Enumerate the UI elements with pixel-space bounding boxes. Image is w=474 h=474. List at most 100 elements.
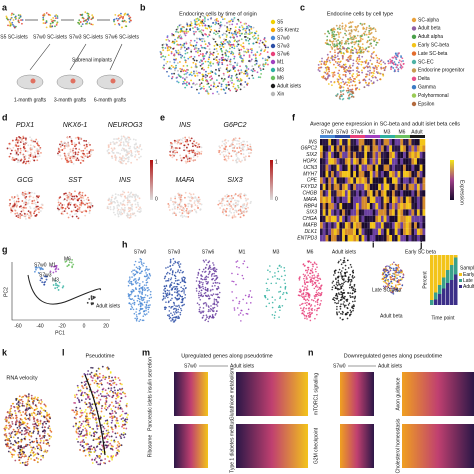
- cell-dot: [186, 141, 188, 144]
- cell-dot: [182, 44, 185, 47]
- cell-dot: [317, 277, 319, 280]
- cell-dot: [222, 199, 225, 202]
- cell-dot: [324, 32, 326, 35]
- cell-dot: [208, 267, 210, 269]
- cell-dot: [86, 149, 88, 152]
- cell-dot: [230, 77, 233, 80]
- label: Delta: [418, 76, 430, 82]
- cell-dot: [221, 16, 223, 18]
- cell-dot: [138, 277, 141, 279]
- cell-dot: [333, 35, 336, 38]
- label: S7w0: [34, 262, 47, 268]
- cell-dot: [327, 30, 330, 33]
- cell-dot: [193, 39, 196, 42]
- cell-dot: [332, 75, 335, 78]
- cell-dot: [378, 72, 381, 75]
- cell-dot: [74, 155, 77, 158]
- cell-dot: [215, 298, 217, 301]
- cell-dot: [269, 265, 271, 267]
- cell-dot: [226, 149, 229, 151]
- cell-dot: [237, 151, 240, 154]
- cell-dot: [233, 146, 236, 149]
- cell-dot: [226, 70, 229, 72]
- cell-dot: [396, 55, 399, 58]
- cell-dot: [74, 137, 77, 139]
- label: SIX3: [227, 177, 242, 184]
- cell-dot: [121, 162, 124, 165]
- cell-dot: [231, 208, 234, 211]
- cell-dot: [41, 204, 44, 207]
- cell-dot: [208, 26, 211, 29]
- heat-cell: [383, 190, 387, 197]
- heat-cell: [344, 171, 348, 178]
- cell-dot: [238, 146, 241, 149]
- cell-dot: [217, 285, 219, 288]
- cell-dot: [135, 142, 137, 145]
- cell-dot: [171, 287, 173, 290]
- heat-cell: [389, 151, 393, 159]
- label: S7w3: [277, 43, 290, 49]
- heat-cell: [397, 203, 401, 210]
- heat-cell: [320, 177, 323, 184]
- cell-dot: [167, 278, 170, 280]
- heat-cell: [392, 235, 395, 242]
- cell-dot: [55, 23, 58, 26]
- cell-dot: [71, 215, 74, 218]
- label: MAFA: [303, 197, 317, 203]
- cell-dot: [339, 24, 341, 27]
- heat-cell: [361, 228, 365, 235]
- cell-dot: [81, 211, 83, 214]
- cell-dot: [173, 274, 176, 277]
- label: NEUROG3: [108, 122, 143, 129]
- cell-dot: [254, 57, 257, 60]
- cell-dot: [210, 84, 213, 87]
- cell-dot: [35, 209, 37, 212]
- cell-dot: [133, 312, 136, 315]
- cell-dot: [194, 154, 197, 157]
- cell-dot: [340, 48, 342, 51]
- cell-dot: [258, 46, 261, 48]
- cell-dot: [111, 149, 114, 151]
- heat-cell: [392, 203, 395, 210]
- cell-dot: [126, 203, 129, 206]
- heat-cell: [397, 196, 401, 203]
- heat-cell: [325, 139, 329, 146]
- cell-dot: [384, 67, 387, 69]
- cell-dot: [264, 58, 267, 60]
- cell-dot: [273, 314, 276, 317]
- cell-dot: [253, 69, 256, 72]
- cell-dot: [348, 70, 351, 73]
- cell-dot: [177, 192, 180, 195]
- cell-dot: [61, 149, 64, 151]
- heat-cell: [411, 139, 415, 146]
- heat-cell: [383, 209, 387, 216]
- cell-dot: [190, 158, 192, 161]
- heat-cell: [405, 222, 409, 229]
- heat-cell: [339, 215, 343, 223]
- cell-dot: [249, 25, 251, 28]
- cell-dot: [183, 82, 186, 85]
- column-bar: [380, 135, 395, 138]
- cell-dot: [278, 278, 281, 280]
- cell-dot: [182, 80, 185, 83]
- cell-dot: [236, 45, 238, 48]
- heat-cell: [336, 139, 340, 146]
- cell-dot: [188, 196, 191, 199]
- cell-dot: [231, 149, 234, 152]
- cell-dot: [196, 153, 199, 155]
- cell-dot: [121, 193, 124, 196]
- cell-dot: [199, 298, 202, 301]
- cell-dot: [247, 24, 250, 27]
- cell-dot: [115, 141, 118, 144]
- cell-dot: [367, 84, 370, 87]
- cell-dot: [207, 58, 210, 61]
- colorbar: [270, 160, 273, 200]
- heat-cell: [328, 171, 332, 178]
- cell-dot: [25, 160, 28, 163]
- cell-dot: [181, 54, 184, 57]
- cell-dot: [226, 21, 229, 24]
- cell-dot: [66, 206, 69, 208]
- heat-cell: [378, 177, 381, 184]
- heat-cell: [344, 190, 348, 197]
- heat-cell: [389, 164, 393, 171]
